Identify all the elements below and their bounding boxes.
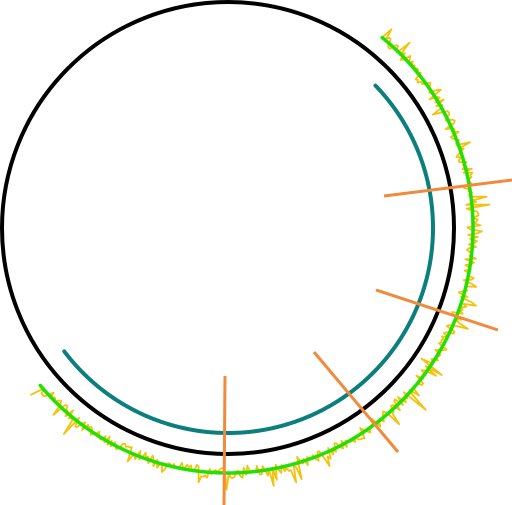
radial-tick xyxy=(222,375,227,505)
outer-band xyxy=(38,35,475,475)
noise-trace xyxy=(29,28,491,491)
radial-tick xyxy=(383,178,512,198)
inner-arc xyxy=(62,83,436,436)
radial-tick xyxy=(312,351,400,453)
main-circle xyxy=(0,0,456,456)
radial-tick xyxy=(375,288,499,332)
